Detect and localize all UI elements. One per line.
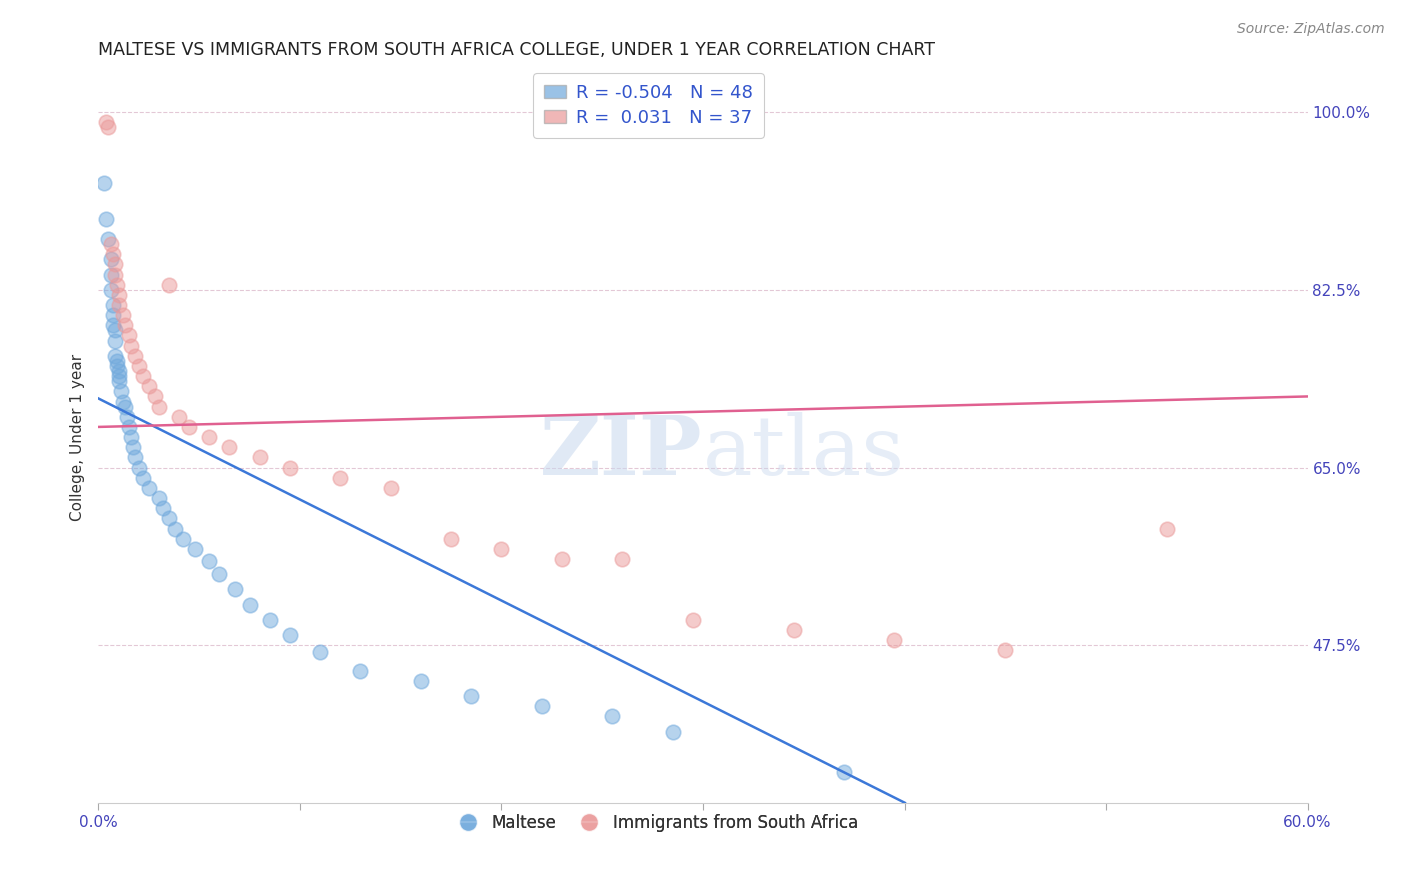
Text: atlas: atlas [703,412,905,491]
Point [100,252,122,267]
Point [218,440,240,454]
Point [1156,521,1178,535]
Point [172,532,194,546]
Point [491,541,513,556]
Point [96,211,118,226]
Point [107,364,129,378]
Point [121,440,143,454]
Point [100,283,122,297]
Point [994,643,1017,657]
Point [208,567,231,582]
Point [179,420,201,434]
Point [460,689,482,703]
Text: MALTESE VS IMMIGRANTS FROM SOUTH AFRICA COLLEGE, UNDER 1 YEAR CORRELATION CHART: MALTESE VS IMMIGRANTS FROM SOUTH AFRICA … [98,41,935,59]
Point [103,334,125,348]
Point [259,613,281,627]
Point [101,318,124,333]
Point [783,623,806,637]
Point [682,613,704,627]
Point [551,552,574,566]
Point [440,532,463,546]
Point [105,277,128,292]
Point [239,598,262,612]
Point [103,323,125,337]
Point [143,389,166,403]
Point [380,481,402,495]
Point [132,369,155,384]
Point [100,268,122,282]
Point [114,318,136,333]
Point [124,450,146,465]
Point [349,664,371,678]
Point [249,450,271,465]
Point [107,298,129,312]
Point [138,481,160,495]
Point [138,379,160,393]
Point [101,247,124,261]
Point [329,471,352,485]
Point [120,338,142,352]
Text: ZIP: ZIP [540,412,703,491]
Point [97,232,120,246]
Point [832,765,855,780]
Point [198,554,221,568]
Point [107,288,129,302]
Point [148,491,170,505]
Point [124,349,146,363]
Point [103,349,125,363]
Point [118,420,141,434]
Point [103,257,125,271]
Point [105,354,128,368]
Point [198,430,221,444]
Point [148,400,170,414]
Point [120,430,142,444]
Point [612,552,634,566]
Point [101,298,124,312]
Point [100,237,122,252]
Point [105,359,128,373]
Point [128,359,150,373]
Point [309,645,332,659]
Point [97,120,120,135]
Point [107,369,129,384]
Point [107,374,129,388]
Point [602,709,624,723]
Point [96,115,118,129]
Point [111,308,134,322]
Point [152,501,174,516]
Point [103,268,125,282]
Y-axis label: College, Under 1 year: College, Under 1 year [69,353,84,521]
Point [132,471,155,485]
Point [167,409,190,424]
Point [114,400,136,414]
Point [101,308,124,322]
Point [184,541,207,556]
Point [128,460,150,475]
Point [157,277,180,292]
Point [115,409,138,424]
Point [278,460,301,475]
Point [530,699,553,714]
Point [157,511,180,525]
Point [110,384,132,399]
Point [409,673,432,688]
Point [111,394,134,409]
Point [224,582,246,597]
Point [118,328,141,343]
Point [661,724,683,739]
Point [93,176,115,190]
Legend: Maltese, Immigrants from South Africa: Maltese, Immigrants from South Africa [444,807,865,838]
Point [163,521,186,535]
Text: Source: ZipAtlas.com: Source: ZipAtlas.com [1237,22,1385,37]
Point [278,628,301,642]
Point [883,633,905,648]
